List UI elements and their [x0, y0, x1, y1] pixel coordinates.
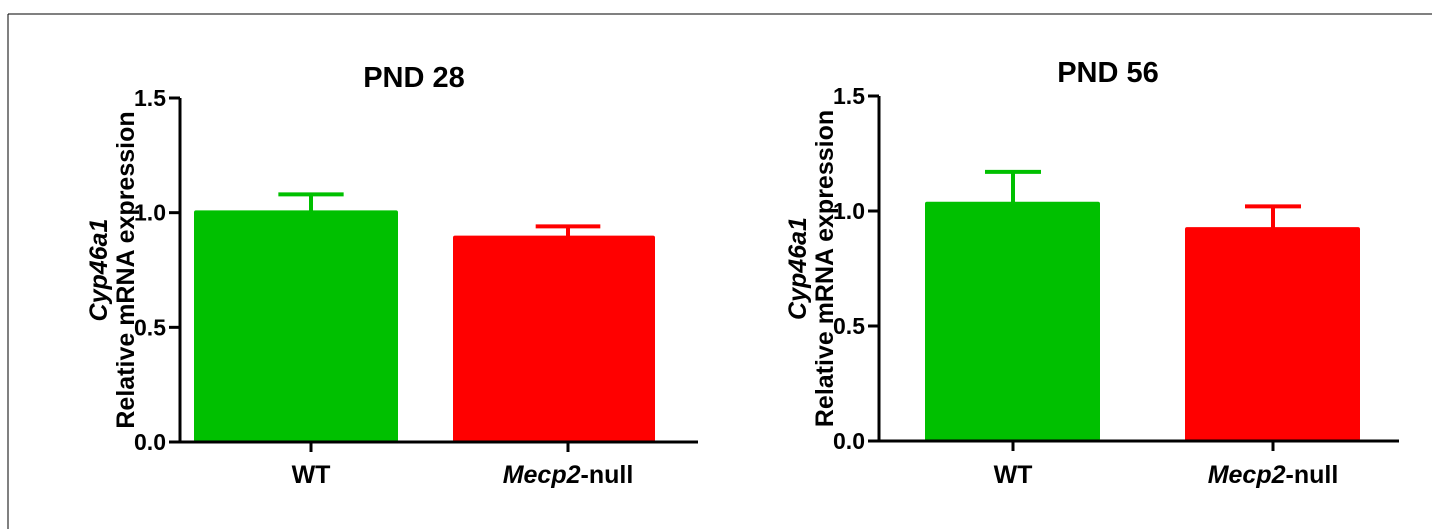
- y-axis-label: Relative mRNA expression: [811, 110, 839, 427]
- y-tick-label-2: 0.5: [134, 314, 166, 340]
- chart-title: PND 28: [363, 62, 465, 94]
- chart-panel-1: PND 28 Cyp46a1 Relative mRNA expression WT M…: [85, 62, 698, 489]
- y-tick-label-1: 0.0: [134, 429, 166, 455]
- y-axis-label-gene: Cyp46a1: [784, 217, 812, 320]
- chart-panel-2: PND 56 Cyp46a1 Relative mRNA expression WT M…: [784, 57, 1399, 489]
- y-tick-label-3: 1.0: [134, 200, 166, 226]
- y-tick-label-3: 1.0: [833, 198, 865, 224]
- bar-2: [1185, 227, 1360, 441]
- y-tick-label-4: 1.5: [134, 85, 166, 111]
- chart-title: PND 56: [1057, 57, 1159, 89]
- x-tick-label-1: WT: [292, 461, 331, 489]
- y-axis-label: Relative mRNA expression: [112, 111, 140, 428]
- bar-1: [925, 201, 1100, 441]
- x-tick-label-1: WT: [994, 461, 1033, 489]
- x-tick-label-italic: Mecp2: [503, 461, 581, 489]
- x-tick-label-plain: -null: [1286, 461, 1339, 489]
- y-tick-label-4: 1.5: [833, 83, 865, 109]
- y-axis-label-gene: Cyp46a1: [85, 219, 113, 322]
- x-tick-label-plain: -null: [581, 461, 634, 489]
- x-tick-label-2: Mecp2-null: [503, 461, 634, 489]
- x-tick-label-italic: Mecp2: [1208, 461, 1286, 489]
- x-tick-label-2: Mecp2-null: [1208, 461, 1339, 489]
- y-tick-label-1: 0.0: [833, 428, 865, 454]
- x-tick-label-plain: WT: [994, 461, 1033, 489]
- y-tick-label-2: 0.5: [833, 313, 865, 339]
- x-tick-label-plain: WT: [292, 461, 331, 489]
- bar-2: [453, 235, 655, 442]
- bar-1: [194, 210, 398, 442]
